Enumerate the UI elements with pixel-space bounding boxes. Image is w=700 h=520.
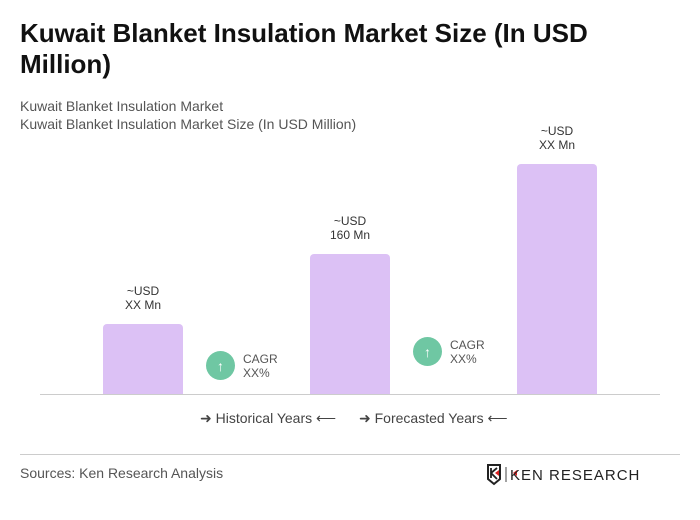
bar-3 (517, 163, 597, 394)
data-label-1: ~USD XX Mn (124, 284, 161, 312)
bar-1 (103, 324, 183, 394)
chart-subtitle: Kuwait Blanket Insulation Market (20, 98, 224, 114)
legend-historical-label: Historical Years (215, 410, 313, 426)
footer-divider (20, 454, 680, 455)
cagr-badge-2: ↑ CAGR XX% (413, 337, 485, 366)
bar-2 (310, 254, 390, 394)
cagr-label: CAGR (243, 351, 278, 366)
ken-research-logo: KEN RESEARCH (486, 464, 656, 491)
source-text: Sources: Ken Research Analysis (20, 465, 224, 481)
data-label-2: ~USD 160 Mn (329, 214, 371, 242)
chart-subtitle-2: Kuwait Blanket Insulation Market Size (I… (20, 116, 357, 132)
bar-chart: ~USD XX Mn ~USD 160 Mn ~USD XX Mn (40, 123, 660, 395)
cagr-badge-1: ↑ CAGR XX% (206, 351, 278, 380)
data-label-3: ~USD XX Mn (538, 123, 575, 152)
chart-title: Kuwait Blanket Insulation Market Size (I… (20, 18, 588, 79)
arrow-up-icon: ↑ (413, 337, 442, 366)
cagr-value: XX% (243, 365, 270, 380)
svg-text:KEN RESEARCH: KEN RESEARCH (510, 467, 640, 484)
x-axis-line (40, 394, 660, 395)
arrow-up-icon: ↑ (206, 351, 235, 380)
cagr-value: XX% (450, 351, 477, 366)
cagr-label: CAGR (450, 337, 485, 352)
legend-forecasted-label: Forecasted Years (374, 410, 484, 426)
legend-historical: ➜ Historical Years ⟵ (200, 410, 337, 426)
legend-forecasted: ➜ Forecasted Years ⟵ (359, 410, 508, 426)
